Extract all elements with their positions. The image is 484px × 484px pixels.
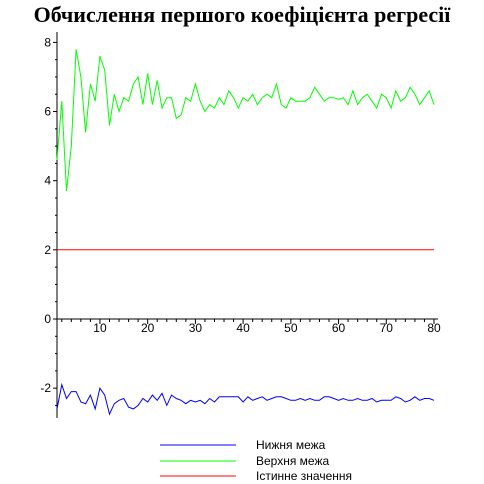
x-tick-label: 20	[141, 321, 155, 335]
legend-label-2: Істинне значення	[256, 469, 352, 483]
legend-label-1: Верхня межа	[256, 454, 329, 468]
series-line-1	[56, 49, 435, 192]
legend-label-0: Нижня межа	[256, 438, 326, 452]
y-tick-label: 2	[44, 243, 51, 257]
y-tick-label: 6	[44, 105, 51, 119]
x-tick-label: 30	[189, 321, 203, 335]
x-tick-label: 60	[332, 321, 346, 335]
y-tick-label: 4	[44, 174, 51, 188]
x-tick-label: 50	[284, 321, 298, 335]
y-tick-label: -2	[40, 381, 51, 395]
x-tick-label: 80	[427, 321, 441, 335]
y-tick-label: 8	[44, 35, 51, 49]
y-tick-label: 0	[44, 312, 51, 326]
chart-title: Обчислення першого коефіцієнта регресії	[33, 2, 451, 27]
series-line-0	[56, 382, 435, 416]
x-tick-label: 10	[93, 321, 107, 335]
series-lines	[56, 49, 435, 416]
x-tick-label: 70	[380, 321, 394, 335]
x-tick-label: 40	[236, 321, 250, 335]
axes	[56, 32, 438, 418]
ticks: 10 20 30 40 50 60 70 80 -2 0 2 4 6 8	[40, 35, 441, 406]
